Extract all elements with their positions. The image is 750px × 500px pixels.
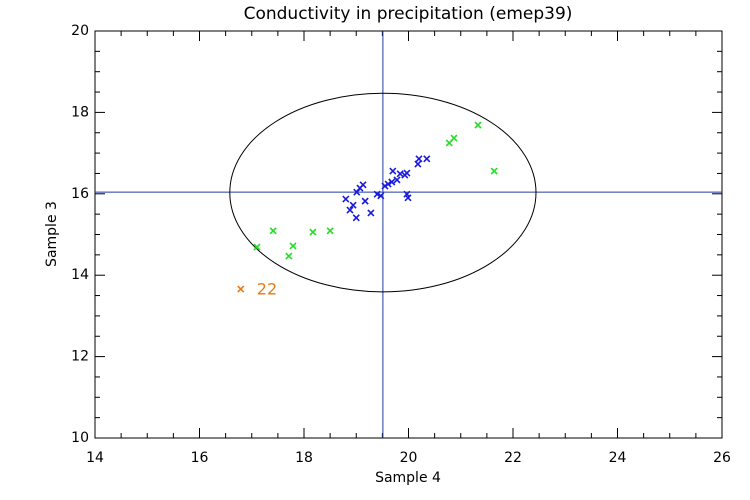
- y-tick-label: 16: [71, 186, 89, 202]
- x-axis-label: Sample 4: [375, 470, 441, 486]
- point: [285, 252, 293, 260]
- point: [490, 167, 498, 175]
- point: [359, 181, 367, 189]
- y-tick-label: 10: [71, 430, 89, 446]
- x-tick-label: 24: [609, 450, 627, 466]
- y-tick-label: 18: [71, 104, 89, 120]
- point: [289, 242, 297, 250]
- point: [414, 160, 422, 168]
- point: [352, 214, 360, 222]
- point: [404, 194, 412, 202]
- point: [393, 176, 401, 184]
- y-tick-label: 20: [71, 23, 89, 39]
- y-axis-label: Sample 3: [44, 201, 60, 267]
- point: [253, 243, 261, 251]
- x-tick-label: 26: [713, 450, 731, 466]
- point: [423, 155, 431, 163]
- point: [361, 197, 369, 205]
- point: [342, 195, 350, 203]
- point-label: 22: [257, 280, 277, 299]
- point: [237, 285, 245, 293]
- point: [415, 155, 423, 163]
- point: [349, 201, 357, 209]
- x-tick-label: 20: [400, 450, 418, 466]
- point: [474, 121, 482, 129]
- point: [373, 190, 381, 198]
- point: [367, 209, 375, 217]
- point: [403, 169, 411, 177]
- x-tick-label: 14: [86, 450, 104, 466]
- point: [326, 227, 334, 235]
- point: [377, 192, 385, 200]
- plot-frame: [94, 30, 723, 439]
- point: [450, 134, 458, 142]
- x-tick-label: 18: [295, 450, 313, 466]
- x-tick-label: 16: [191, 450, 209, 466]
- point: [346, 206, 354, 214]
- chart-title: Conductivity in precipitation (emep39): [244, 4, 573, 24]
- point: [388, 178, 396, 186]
- point: [309, 228, 317, 236]
- y-tick-label: 14: [71, 267, 89, 283]
- point: [389, 167, 397, 175]
- confidence-ellipse: [229, 92, 537, 293]
- point: [269, 227, 277, 235]
- y-tick-label: 12: [71, 349, 89, 365]
- point: [384, 180, 392, 188]
- x-tick-label: 22: [504, 450, 522, 466]
